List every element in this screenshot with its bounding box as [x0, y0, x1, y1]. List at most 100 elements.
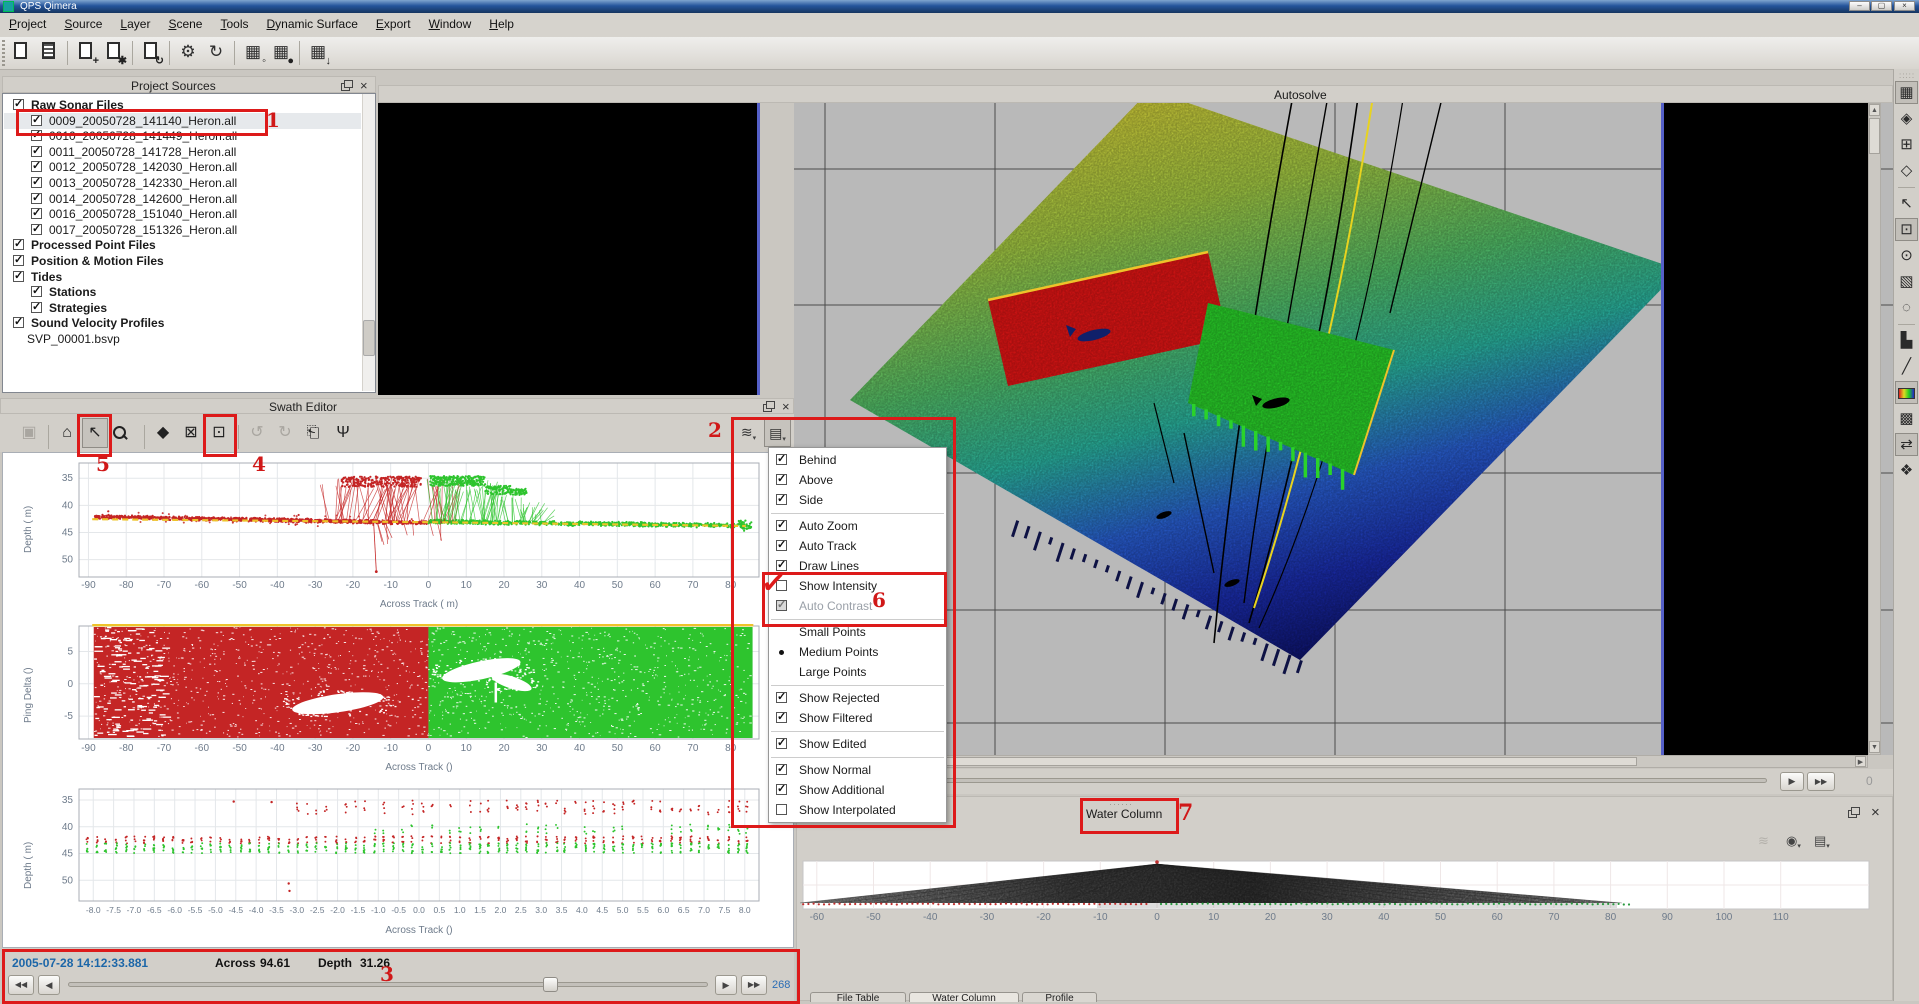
scene-horizontal-scrollbar[interactable]: ▶ [794, 755, 1868, 768]
vertex-edit-icon[interactable]: ❖ [1895, 459, 1918, 482]
point-select-icon[interactable]: ⊙ [1895, 244, 1918, 267]
tree-item-stations[interactable]: ✓Stations [4, 284, 361, 300]
menu-checkbox[interactable]: ✓ [776, 540, 787, 551]
menu-dynamic-surface[interactable]: Dynamic Surface [258, 13, 367, 37]
select-cursor-icon[interactable]: ↖ [1895, 192, 1918, 215]
checkbox[interactable]: ✓ [31, 286, 42, 297]
menu-source[interactable]: Source [55, 13, 111, 37]
menu-item-show-filtered[interactable]: ✓Show Filtered [769, 708, 946, 728]
close-button[interactable]: × [1894, 1, 1915, 11]
next-ping-button[interactable]: ▶ [715, 975, 737, 995]
add-processed-files-icon[interactable]: ✱ [101, 39, 127, 65]
checkbox[interactable]: ✓ [13, 239, 24, 250]
tree-item-0011-20050728-141728-heron-a[interactable]: ✓0011_20050728_141728_Heron.all [4, 144, 361, 160]
menu-item-large-points[interactable]: Large Points [769, 662, 946, 682]
add-position-files-icon[interactable]: ↻ [138, 39, 164, 65]
processing-settings-icon[interactable]: ⚙ [175, 39, 201, 65]
insert-view-icon[interactable]: ⎗ [300, 418, 326, 448]
checkbox[interactable]: ✓ [31, 224, 42, 235]
menu-tools[interactable]: Tools [211, 13, 257, 37]
display-options-menu-button[interactable]: ▤▾ [764, 419, 791, 447]
beam-filter-icon[interactable]: Ψ [330, 418, 356, 448]
scene-vertical-scrollbar[interactable]: ▲ ▼ [1868, 103, 1881, 755]
checkbox[interactable]: ✓ [13, 271, 24, 282]
autosolve-3d-view[interactable] [794, 103, 1893, 755]
tree-item-0009-20050728-141140-heron-a[interactable]: ✓0009_20050728_141140_Heron.all [4, 113, 361, 129]
tree-item-sound-velocity-profiles[interactable]: ✓Sound Velocity Profiles [4, 315, 361, 331]
export-surface-icon[interactable]: ▦↓ [305, 39, 331, 65]
menu-item-show-additional[interactable]: ✓Show Additional [769, 780, 946, 800]
swath-editor-header[interactable]: Swath Editor × [0, 398, 794, 414]
menu-checkbox[interactable]: ✓ [776, 494, 787, 505]
checkbox[interactable]: ✓ [31, 115, 42, 126]
accept-selection-icon[interactable]: ⊡ [206, 418, 232, 448]
tree-item-0017-20050728-151326-heron-a[interactable]: ✓0017_20050728_151326_Heron.all [4, 222, 361, 238]
menu-window[interactable]: Window [420, 13, 481, 37]
rect-lasso-icon[interactable]: ▧ [1895, 270, 1918, 293]
tree-item-0010-20050728-141449-heron-a[interactable]: ✓0010_20050728_141449_Heron.all [4, 128, 361, 144]
close-panel-icon[interactable]: × [360, 80, 368, 91]
prev-ping-button[interactable]: ◀ [38, 975, 60, 995]
menu-project[interactable]: Project [0, 13, 55, 37]
empty-scene-view[interactable] [378, 103, 760, 395]
menu-help[interactable]: Help [480, 13, 523, 37]
dynamic-surface-icon[interactable]: ▦◦ [240, 39, 266, 65]
box-select-icon[interactable]: ⊡ [1895, 218, 1918, 241]
last-ping-button[interactable]: ▶▶ [741, 975, 767, 995]
project-sources-tree[interactable]: ✓Raw Sonar Files✓0009_20050728_141140_He… [2, 93, 376, 393]
float-panel-icon[interactable] [763, 401, 774, 412]
checkbox[interactable]: ✓ [13, 317, 24, 328]
checkbox[interactable]: ✓ [13, 255, 24, 266]
tree-item-processed-point-files[interactable]: ✓Processed Point Files [4, 237, 361, 253]
tree-scrollbar-thumb[interactable] [363, 320, 375, 356]
menu-item-auto-track[interactable]: ✓Auto Track [769, 536, 946, 556]
checkbox[interactable]: ✓ [31, 146, 42, 157]
maximize-button[interactable]: ▢ [1871, 1, 1892, 11]
menu-scene[interactable]: Scene [159, 13, 211, 37]
menu-item-side[interactable]: ✓Side [769, 490, 946, 510]
options-menu-icon[interactable]: ▤▾ [1814, 833, 1830, 849]
view-plan-icon[interactable]: ◈ [1895, 107, 1918, 130]
close-panel-icon[interactable]: × [782, 401, 790, 412]
menu-item-draw-lines[interactable]: ✓Draw Lines [769, 556, 946, 576]
menu-item-auto-contrast[interactable]: ✓Auto Contrast [769, 596, 946, 616]
zoom-extents-icon[interactable]: ⊞ [1895, 133, 1918, 156]
menu-checkbox[interactable]: ✓ [776, 474, 787, 485]
save-icon[interactable]: ▣ [16, 418, 42, 448]
checkbox[interactable]: ✓ [31, 208, 42, 219]
view-2d-icon[interactable]: ▦ [1895, 81, 1918, 104]
view-3d-cube-icon[interactable]: ◇ [1895, 159, 1918, 182]
menu-item-behind[interactable]: ✓Behind [769, 450, 946, 470]
checkbox[interactable]: ✓ [31, 130, 42, 141]
menu-export[interactable]: Export [367, 13, 420, 37]
toolbar-grip-dots[interactable]: ::::: [1899, 71, 1915, 80]
minimize-button[interactable]: – [1849, 1, 1870, 11]
checkbox[interactable]: ✓ [31, 161, 42, 172]
swap-view-icon[interactable]: ⇄ [1895, 433, 1918, 456]
menu-item-medium-points[interactable]: Medium Points [769, 642, 946, 662]
ping-slider-handle[interactable] [543, 977, 558, 992]
menu-item-show-intensity[interactable]: Show Intensity [769, 576, 946, 596]
menu-item-show-edited[interactable]: ✓Show Edited [769, 734, 946, 754]
home-view-icon[interactable]: ⌂ [54, 418, 80, 448]
scroll-right-icon[interactable]: ▶ [1855, 756, 1866, 767]
visibility-icon[interactable]: ◉▾ [1786, 833, 1801, 849]
close-panel-icon[interactable]: × [1871, 807, 1880, 818]
scene-next-fast-button[interactable]: ▶▶ [1807, 772, 1835, 791]
checkbox[interactable]: ✓ [31, 193, 42, 204]
menu-item-show-interpolated[interactable]: Show Interpolated [769, 800, 946, 820]
colormap-icon[interactable] [1895, 381, 1918, 404]
lasso-icon[interactable]: ◌ [1895, 296, 1918, 319]
menu-checkbox[interactable] [776, 804, 787, 815]
menu-item-auto-zoom[interactable]: ✓Auto Zoom [769, 516, 946, 536]
undo-icon[interactable]: ↺ [244, 418, 270, 448]
scene-next-button[interactable]: ▶ [1780, 772, 1804, 791]
new-project-icon[interactable] [8, 39, 34, 65]
scroll-thumb[interactable] [1869, 118, 1880, 154]
menu-checkbox[interactable]: ✓ [776, 738, 787, 749]
checkbox[interactable]: ✓ [31, 177, 42, 188]
menu-item-show-rejected[interactable]: ✓Show Rejected [769, 688, 946, 708]
menu-checkbox[interactable]: ✓ [776, 764, 787, 775]
surface-grid-icon[interactable]: ▩ [1895, 407, 1918, 430]
